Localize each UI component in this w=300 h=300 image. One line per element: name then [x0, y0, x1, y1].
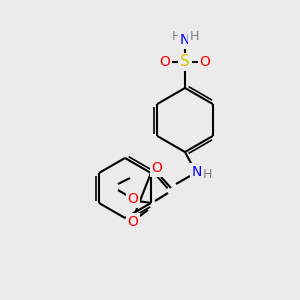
Text: O: O: [160, 55, 170, 69]
Text: N: N: [180, 33, 190, 47]
Text: O: O: [152, 161, 162, 175]
Text: H: H: [171, 31, 181, 44]
Text: H: H: [202, 167, 212, 181]
Text: O: O: [200, 55, 210, 69]
Text: H: H: [189, 31, 199, 44]
Text: S: S: [180, 55, 190, 70]
Text: O: O: [128, 192, 138, 206]
Text: N: N: [192, 165, 202, 179]
Text: O: O: [128, 215, 138, 229]
